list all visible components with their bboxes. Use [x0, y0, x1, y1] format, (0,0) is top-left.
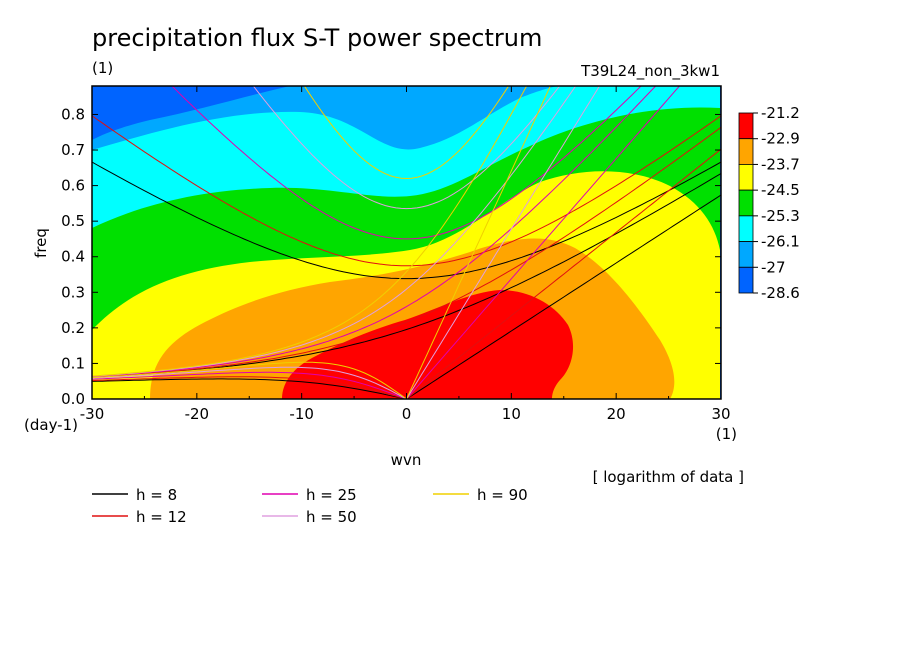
colorbar-label: -23.7 [761, 155, 800, 173]
colorbar-swatch [738, 215, 754, 242]
kelvin-wave-curve [406, 86, 681, 399]
legend-label: h = 8 [136, 486, 177, 504]
colorbar-swatch [738, 138, 754, 165]
colorbar-label: -28.6 [761, 284, 800, 302]
run-label: T39L24_non_3kw1 [580, 62, 720, 81]
y-tick-label: 0.7 [61, 141, 85, 159]
colorbar-label: -25.3 [761, 207, 800, 225]
colorbar-label: -21.2 [761, 104, 800, 122]
x-unit-label: (1) [716, 425, 737, 443]
y-unit-label: (day-1) [24, 416, 78, 434]
mrg-wave-curve [92, 126, 721, 378]
legend: h = 8 h = 12 h = 25 h = 50 h = 90 [92, 486, 528, 526]
kelvin-wave-curve [406, 194, 721, 399]
y-tick-label: 0.8 [61, 105, 85, 123]
colorbar-label: -26.1 [761, 233, 800, 251]
y-tick-label: 0.0 [61, 390, 85, 408]
x-axis-label: wvn [391, 451, 422, 469]
kelvin-wave-curve [406, 148, 721, 399]
inertia-gravity-curve [92, 115, 721, 267]
contour-fills [92, 86, 721, 399]
chart-title: precipitation flux S-T power spectrum [92, 24, 542, 52]
data-note: [ logarithm of data ] [593, 468, 744, 486]
x-tick-label: 0 [402, 405, 412, 423]
y-tick-label: 0.6 [61, 177, 85, 195]
kelvin-wave-curve [406, 86, 551, 399]
y-tick-label: 0.2 [61, 319, 85, 337]
legend-label: h = 12 [136, 508, 187, 526]
colorbar-label: -24.5 [761, 181, 800, 199]
inertia-gravity-curve [171, 86, 642, 240]
x-tick-label: 10 [502, 405, 521, 423]
x-tick-label: -10 [289, 405, 314, 423]
fill-level-2-mask [92, 86, 290, 140]
kelvin-wave-curve [406, 86, 601, 399]
axes: -30 -20 -10 0 10 20 30 0.0 0.1 0.2 0.3 0.4 0.5 0.6 0.7… [61, 86, 731, 423]
legend-label: h = 50 [306, 508, 357, 526]
mrg-wave-curve [92, 86, 528, 377]
colorbar-swatch [738, 112, 754, 140]
y-tick-label: 0.4 [61, 248, 85, 266]
mrg-wave-curve [92, 86, 577, 377]
dispersion-curves [92, 86, 721, 399]
unit-label: (1) [92, 59, 113, 77]
colorbar-swatch [738, 241, 754, 268]
x-tick-label: -30 [80, 405, 105, 423]
y-axis-label: freq [32, 228, 50, 258]
inertia-gravity-curve [252, 86, 561, 210]
colorbar-label: -27 [761, 258, 786, 276]
inertia-gravity-curve [92, 161, 721, 280]
colorbar-swatch [738, 266, 754, 294]
y-tick-label: 0.3 [61, 283, 85, 301]
colorbar: -21.2 -22.9 -23.7 -24.5 -25.3 -26.1 -27 -28.6 [738, 104, 800, 302]
fill-level-7 [282, 290, 574, 399]
x-tick-label: 20 [607, 405, 626, 423]
colorbar-label: -22.9 [761, 130, 800, 148]
colorbar-swatch [738, 164, 754, 191]
y-tick-label: 0.5 [61, 212, 85, 230]
rossby-wave-curve [92, 366, 407, 399]
rossby-wave-curve [92, 376, 407, 399]
x-tick-label: 30 [711, 405, 730, 423]
mrg-wave-curve [92, 86, 657, 378]
rossby-wave-curve [92, 378, 407, 399]
inertia-gravity-curve [303, 86, 510, 180]
rossby-wave-curve [92, 371, 407, 399]
colorbar-swatch [738, 189, 754, 217]
rossby-wave-curve [92, 361, 407, 399]
y-tick-label: 0.1 [61, 354, 85, 372]
legend-label: h = 25 [306, 486, 357, 504]
legend-label: h = 90 [477, 486, 528, 504]
x-tick-label: -20 [185, 405, 210, 423]
